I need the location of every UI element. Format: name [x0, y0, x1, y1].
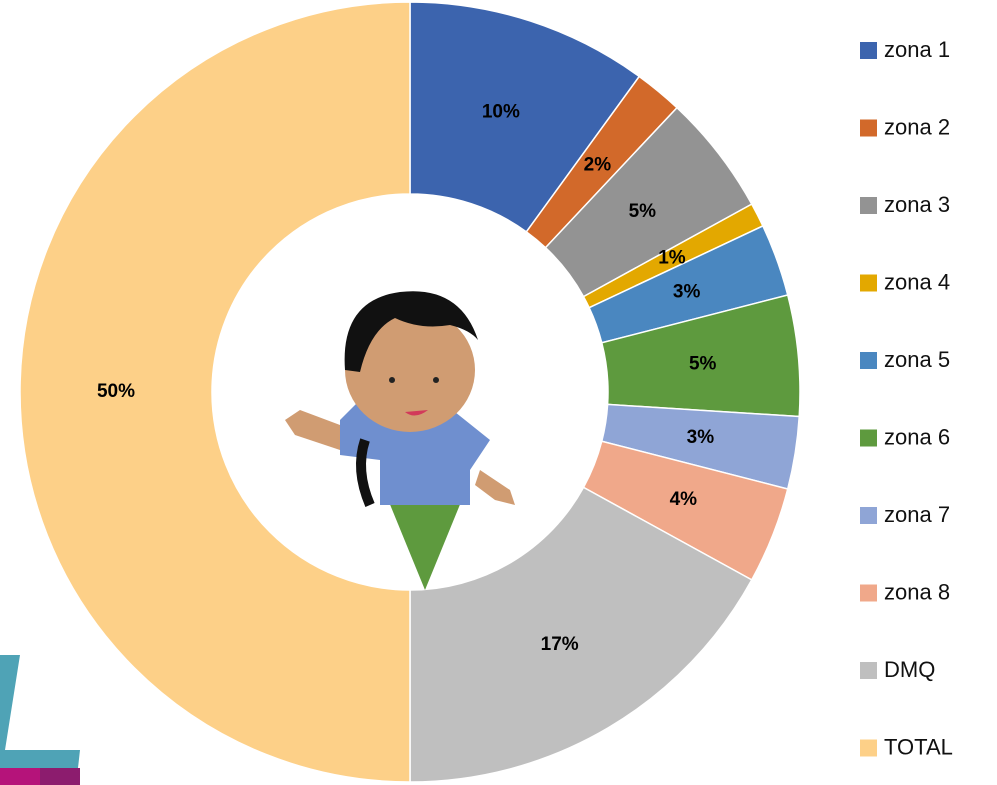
legend-label: DMQ [884, 657, 935, 682]
legend-swatch [860, 120, 877, 137]
legend-label: zona 5 [884, 347, 950, 372]
chart: 10%2%5%1%3%5%3%4%17%50% zona 1zona 2zona… [0, 0, 997, 785]
data-label: 50% [97, 381, 135, 402]
legend-swatch [860, 197, 877, 214]
legend-label: zona 1 [884, 37, 950, 62]
data-label: 5% [689, 353, 717, 374]
corner-decoration [0, 655, 80, 785]
legend-swatch [860, 352, 877, 369]
data-label: 3% [673, 281, 701, 302]
data-label: 1% [658, 248, 686, 269]
data-label: 4% [670, 489, 698, 510]
child-illustration [285, 291, 515, 590]
data-label: 5% [629, 201, 657, 222]
legend-swatch [860, 430, 877, 447]
legend-label: zona 3 [884, 192, 950, 217]
legend-label: zona 7 [884, 502, 950, 527]
data-label: 17% [541, 634, 579, 655]
legend-swatch [860, 662, 877, 679]
legend-label: zona 4 [884, 269, 950, 294]
data-label: 2% [584, 154, 612, 175]
legend-swatch [860, 585, 877, 602]
legend-label: zona 8 [884, 579, 950, 604]
legend-label: TOTAL [884, 734, 953, 759]
legend-swatch [860, 507, 877, 524]
legend-swatch [860, 275, 877, 292]
legend-swatch [860, 42, 877, 59]
data-label: 10% [482, 101, 520, 122]
legend-label: zona 2 [884, 114, 950, 139]
legend-swatch [860, 740, 877, 757]
data-label: 3% [687, 427, 715, 448]
legend: zona 1 zona 2 zona 3 zona 4 zona 5 zona 6 zona… [860, 37, 953, 760]
legend-label: zona 6 [884, 424, 950, 449]
